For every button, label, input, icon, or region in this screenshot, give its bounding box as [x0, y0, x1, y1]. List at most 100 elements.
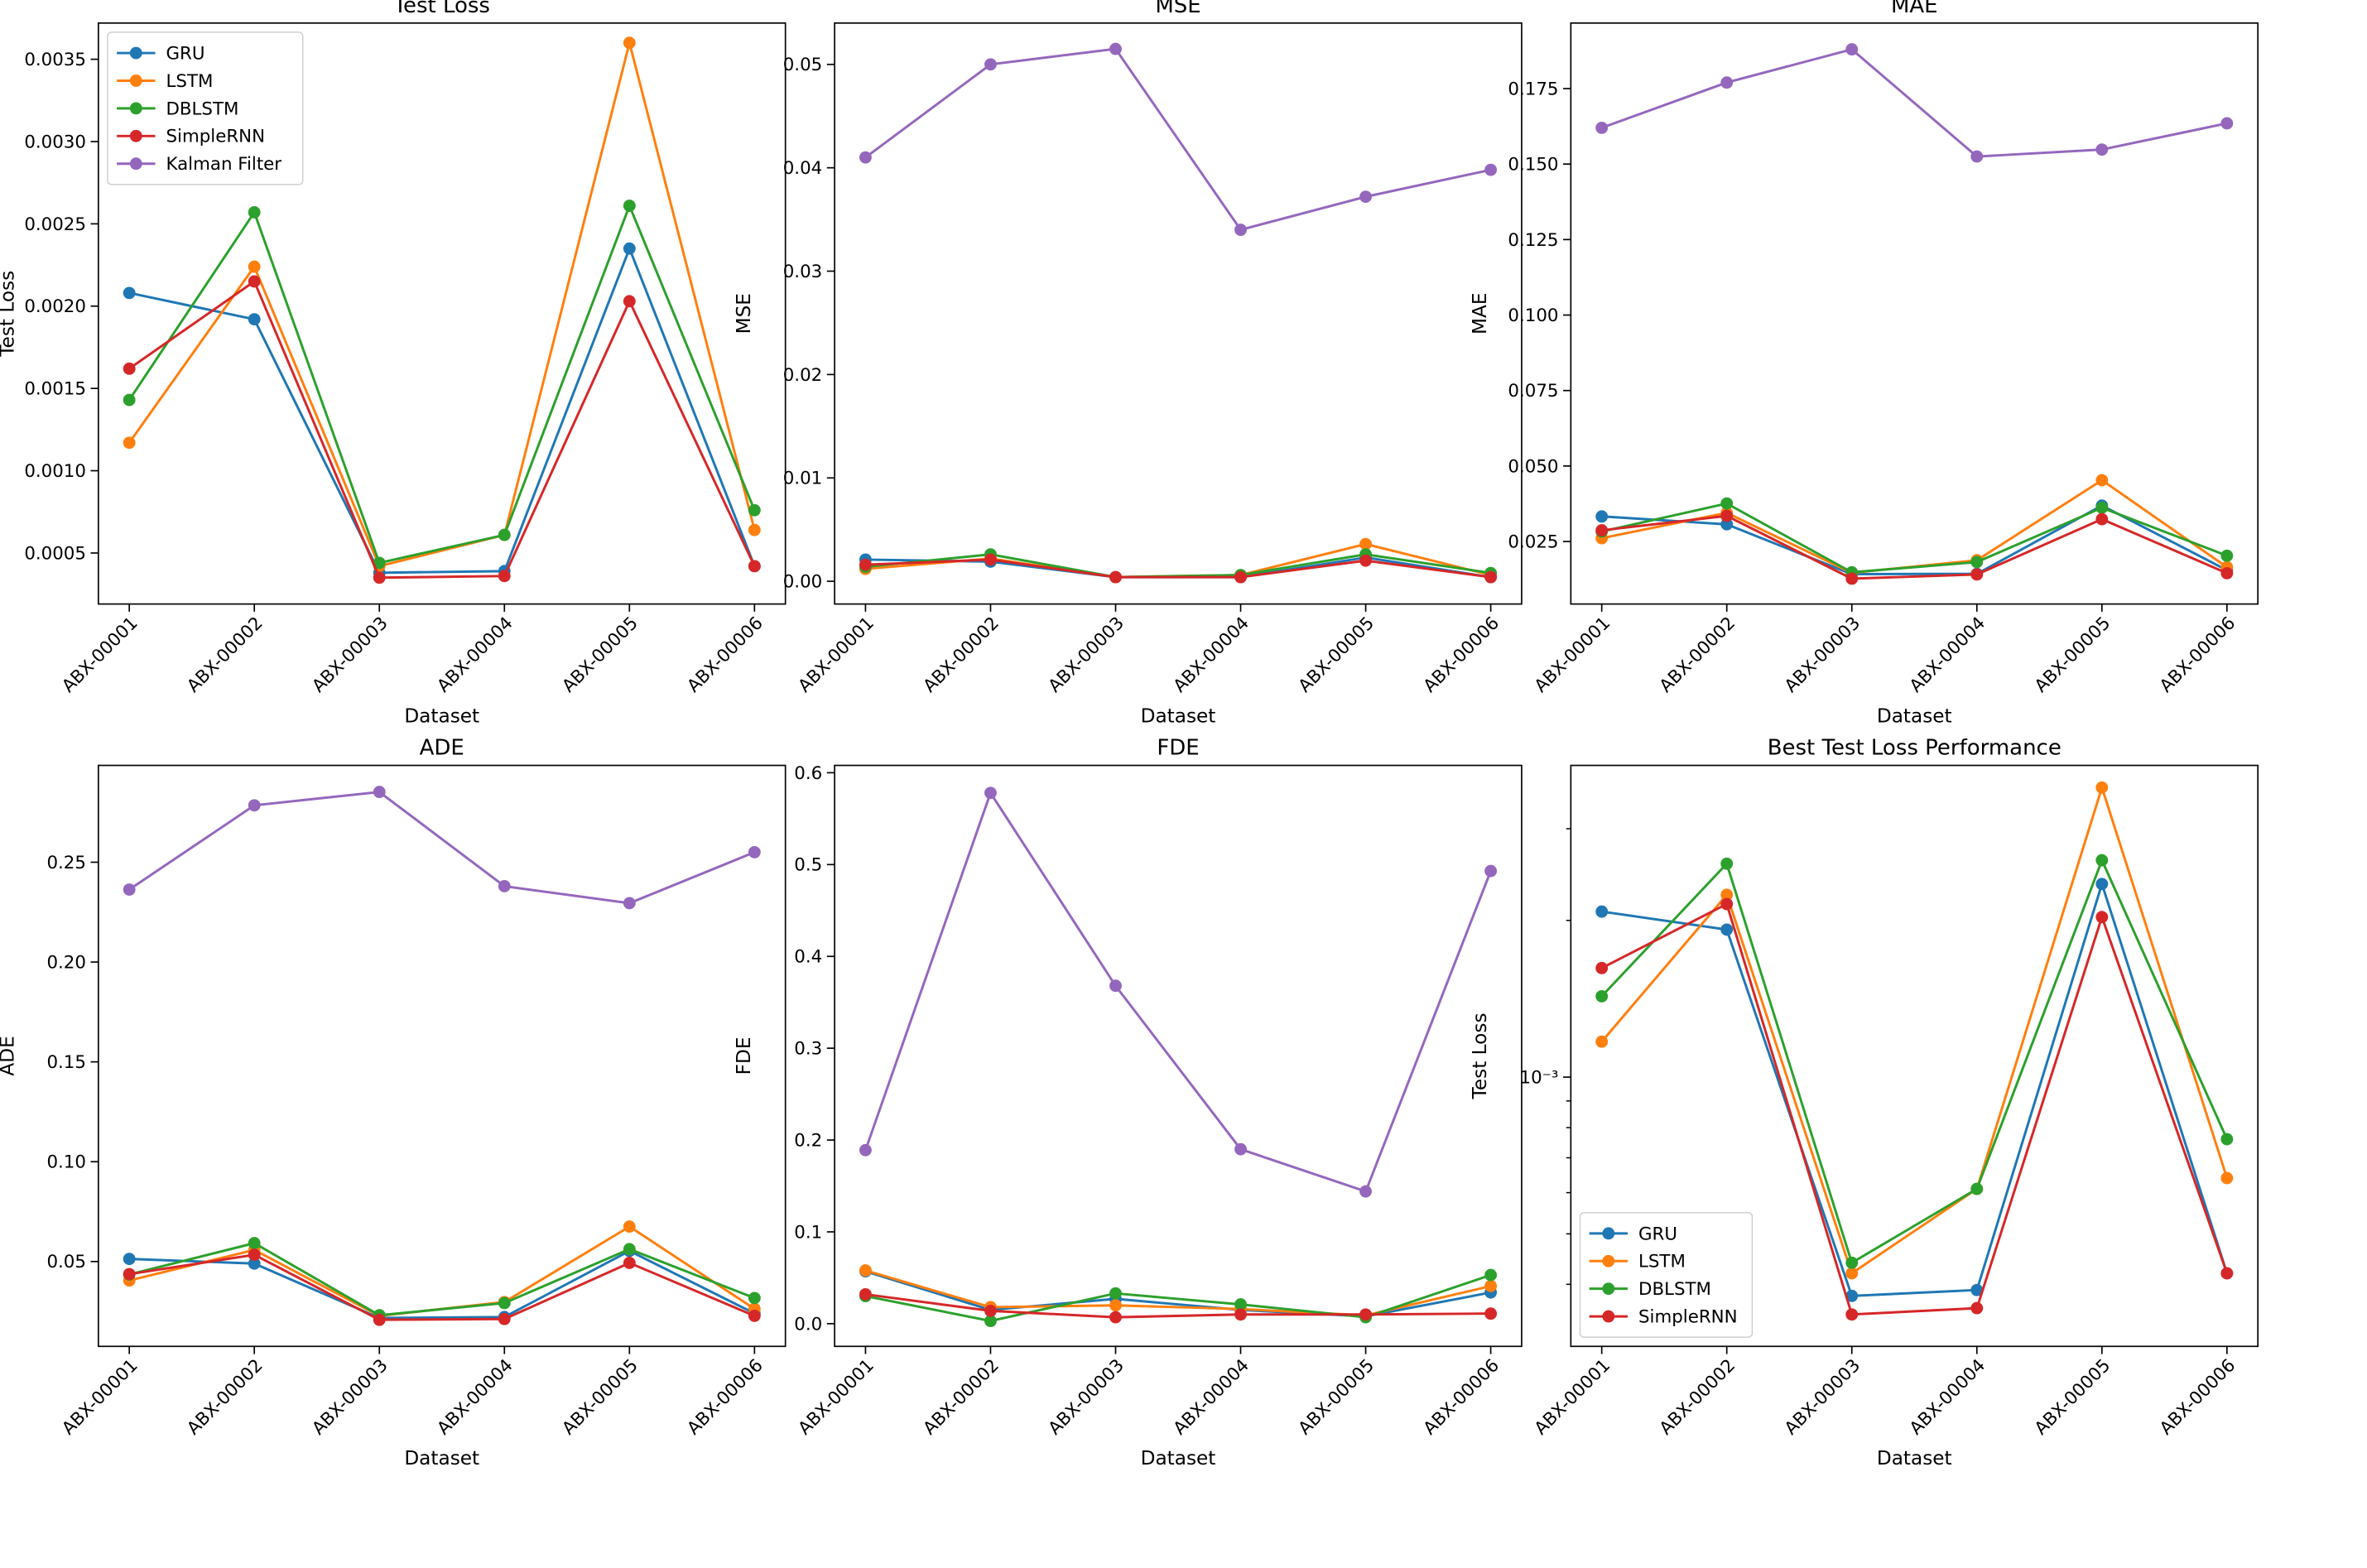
data-point: [248, 206, 261, 219]
x-tick-label: ABX-00005: [558, 613, 642, 696]
legend-frame: [1579, 1212, 1754, 1338]
data-point: [1845, 43, 1859, 56]
data-point: [748, 523, 761, 536]
legend-label: LSTM: [1638, 1252, 1686, 1272]
plot-frame: [97, 22, 787, 605]
series-line: [1601, 502, 2228, 574]
data-point: [2095, 878, 2109, 891]
series-gru: [859, 551, 1498, 584]
legend-label: GRU: [1638, 1224, 1677, 1244]
x-tick-label: ABX-00003: [308, 1355, 392, 1439]
data-point: [248, 1237, 261, 1250]
y-tick-label: 0.20: [46, 952, 86, 973]
data-point: [623, 200, 636, 212]
series-dblstm: [1595, 497, 2234, 579]
series-line: [128, 279, 756, 580]
series-line: [128, 1242, 755, 1317]
data-point: [623, 1220, 636, 1234]
y-tick-label: 0.075: [1508, 381, 1558, 402]
legend-marker: [1602, 1282, 1615, 1296]
legend-label: GRU: [166, 43, 205, 64]
x-tick-label: ABX-00002: [1656, 613, 1739, 696]
x-tick-label: ABX-00006: [2156, 613, 2240, 696]
series-gru: [123, 1244, 761, 1325]
data-point: [859, 1264, 872, 1277]
data-point: [1970, 1283, 1984, 1296]
series-line: [1601, 504, 2228, 575]
chart-title: Best Test Loss Performance: [1768, 736, 2062, 761]
series-gru: [1595, 878, 2234, 1302]
data-point: [1359, 537, 1372, 551]
x-tick-label: ABX-00001: [794, 1355, 878, 1439]
data-point: [1109, 570, 1122, 584]
series-simplernn: [123, 275, 761, 584]
y-tick-label: 10⁻³: [1520, 1068, 1559, 1089]
data-point: [2220, 1267, 2234, 1280]
y-tick-label: 0.05: [783, 55, 822, 75]
data-point: [1109, 1287, 1122, 1300]
y-tick-label: 0.15: [46, 1052, 86, 1073]
series-line: [864, 47, 1491, 232]
data-point: [1845, 1289, 1859, 1302]
x-tick-label: ABX-00003: [1045, 1355, 1128, 1439]
y-tick-label: 0.04: [783, 158, 822, 179]
data-point: [1720, 517, 1734, 531]
data-point: [623, 242, 636, 255]
data-point: [984, 786, 997, 800]
y-tick-label: 0.2: [794, 1130, 822, 1151]
series-line: [128, 245, 756, 575]
data-point: [123, 883, 136, 896]
chart-best-test-loss: Best Test Loss Performance 10⁻³ ABX-00001 A…: [1469, 736, 2259, 1469]
data-point: [1720, 76, 1734, 89]
data-point: [1484, 570, 1498, 584]
data-point: [373, 1313, 386, 1326]
y-tick-label: 0.00: [783, 572, 822, 593]
x-tick-label: ABX-00002: [919, 613, 1003, 696]
y-tick-label: 0.03: [783, 262, 822, 282]
legend-marker: [1602, 1227, 1615, 1240]
y-tick-label: 0.5: [794, 855, 822, 876]
x-tick-label: ABX-00006: [1420, 613, 1503, 696]
series-kalman-filter: [859, 786, 1498, 1198]
data-point: [1234, 1142, 1247, 1156]
series-dblstm: [123, 200, 761, 570]
chart-title: MSE: [1155, 0, 1200, 18]
data-point: [1109, 1299, 1122, 1312]
data-point: [623, 897, 636, 910]
data-point: [1109, 42, 1122, 55]
series-line: [1600, 857, 2229, 1265]
series-line: [1600, 902, 2229, 1316]
data-point: [2095, 781, 2109, 794]
data-point: [859, 1143, 872, 1157]
legend-label: LSTM: [166, 71, 214, 92]
y-tick-label: 0.0010: [24, 461, 86, 482]
series-lstm: [1595, 781, 2234, 1280]
chart-title: MAE: [1891, 0, 1938, 18]
data-point: [123, 436, 136, 450]
data-point: [1359, 554, 1372, 567]
data-point: [248, 275, 261, 288]
legend-marker: [1602, 1310, 1615, 1323]
series-dblstm: [1595, 854, 2234, 1269]
data-point: [984, 1304, 997, 1317]
series-line: [127, 202, 756, 565]
series-kalman-filter: [123, 786, 761, 910]
x-tick-label: ABX-00001: [58, 613, 142, 696]
x-tick-label: ABX-00005: [2031, 613, 2114, 696]
data-point: [123, 286, 136, 300]
y-tick-label: 0.025: [1508, 532, 1558, 553]
x-axis-label: Dataset: [1141, 1447, 1216, 1469]
data-point: [1970, 568, 1984, 581]
y-tick-label: 0.0035: [24, 50, 86, 70]
x-axis-label: Dataset: [404, 705, 479, 728]
legend: GRU LSTM DBLSTM SimpleRNN: [1579, 1212, 1754, 1338]
series-simplernn: [859, 1287, 1498, 1324]
series-line: [1601, 479, 2228, 575]
data-point: [123, 393, 136, 406]
legend: GRU LSTM DBLSTM SimpleRNN Kalman Filter: [107, 31, 304, 185]
x-tick-label: ABX-00003: [1781, 1355, 1864, 1439]
legend-marker: [129, 129, 142, 142]
series-line: [865, 1273, 1492, 1323]
x-tick-label: ABX-00003: [308, 613, 392, 696]
y-tick-label: 0.4: [794, 947, 822, 968]
